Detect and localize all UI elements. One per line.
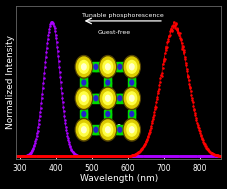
Circle shape (75, 119, 92, 141)
Circle shape (118, 64, 122, 69)
Bar (115, 94, 121, 102)
X-axis label: Wavelength (nm): Wavelength (nm) (80, 174, 158, 184)
Text: Tunable phosphorescence: Tunable phosphorescence (82, 13, 164, 18)
Circle shape (103, 92, 113, 105)
Bar (81, 76, 87, 84)
Circle shape (106, 112, 110, 116)
Circle shape (130, 127, 134, 133)
Circle shape (94, 96, 98, 101)
Circle shape (123, 119, 141, 141)
Circle shape (127, 123, 137, 136)
Circle shape (106, 127, 110, 133)
Bar (92, 94, 99, 103)
Bar (104, 78, 111, 87)
Circle shape (82, 127, 86, 133)
Circle shape (82, 80, 86, 85)
Bar (128, 110, 135, 119)
Circle shape (100, 57, 115, 77)
Circle shape (130, 112, 134, 116)
Circle shape (118, 96, 122, 101)
Circle shape (130, 80, 134, 85)
Bar (81, 113, 87, 121)
Circle shape (123, 56, 141, 78)
Y-axis label: Normalized Intensity: Normalized Intensity (5, 35, 15, 129)
Circle shape (103, 123, 113, 136)
Bar (95, 94, 101, 102)
Circle shape (123, 87, 141, 110)
Bar (129, 107, 135, 115)
Circle shape (82, 64, 86, 70)
Circle shape (82, 95, 86, 101)
Bar (115, 63, 121, 71)
Circle shape (106, 64, 110, 70)
Bar (81, 107, 87, 115)
Circle shape (76, 120, 91, 139)
Bar (119, 94, 125, 102)
Bar (81, 110, 87, 119)
Bar (105, 82, 111, 89)
Circle shape (76, 57, 91, 77)
Bar (129, 113, 135, 121)
Bar (129, 76, 135, 84)
Circle shape (79, 60, 89, 73)
Bar (119, 126, 125, 134)
Circle shape (99, 56, 116, 78)
Bar (105, 76, 111, 84)
Text: Guest-free: Guest-free (98, 30, 131, 35)
Circle shape (99, 119, 116, 141)
Circle shape (75, 87, 92, 110)
Circle shape (79, 123, 89, 136)
Bar (104, 110, 111, 119)
Bar (105, 107, 111, 115)
Circle shape (124, 57, 139, 77)
Bar (91, 94, 97, 102)
Text: ZIF-8: ZIF-8 (103, 124, 122, 133)
Circle shape (127, 92, 137, 105)
Circle shape (124, 120, 139, 139)
Bar (81, 82, 87, 89)
Circle shape (75, 56, 92, 78)
Bar (129, 82, 135, 89)
Circle shape (100, 120, 115, 139)
Circle shape (106, 80, 110, 85)
Circle shape (79, 92, 89, 105)
Bar (116, 94, 123, 103)
Bar (95, 126, 101, 134)
Circle shape (130, 64, 134, 70)
Circle shape (118, 127, 122, 132)
Circle shape (127, 60, 137, 73)
Circle shape (99, 87, 116, 110)
Bar (105, 113, 111, 121)
Bar (91, 126, 97, 134)
Circle shape (106, 95, 110, 101)
Bar (81, 78, 87, 87)
Circle shape (82, 112, 86, 116)
Circle shape (76, 88, 91, 108)
Circle shape (100, 88, 115, 108)
Circle shape (130, 95, 134, 101)
Bar (115, 126, 121, 134)
Bar (128, 78, 135, 87)
Bar (91, 63, 97, 71)
Circle shape (103, 60, 113, 73)
Circle shape (94, 64, 98, 69)
Bar (119, 63, 125, 71)
Circle shape (94, 127, 98, 132)
Bar (92, 62, 99, 71)
Bar (92, 125, 99, 134)
Bar (116, 62, 123, 71)
Circle shape (124, 88, 139, 108)
Bar (116, 125, 123, 134)
Bar (95, 63, 101, 71)
